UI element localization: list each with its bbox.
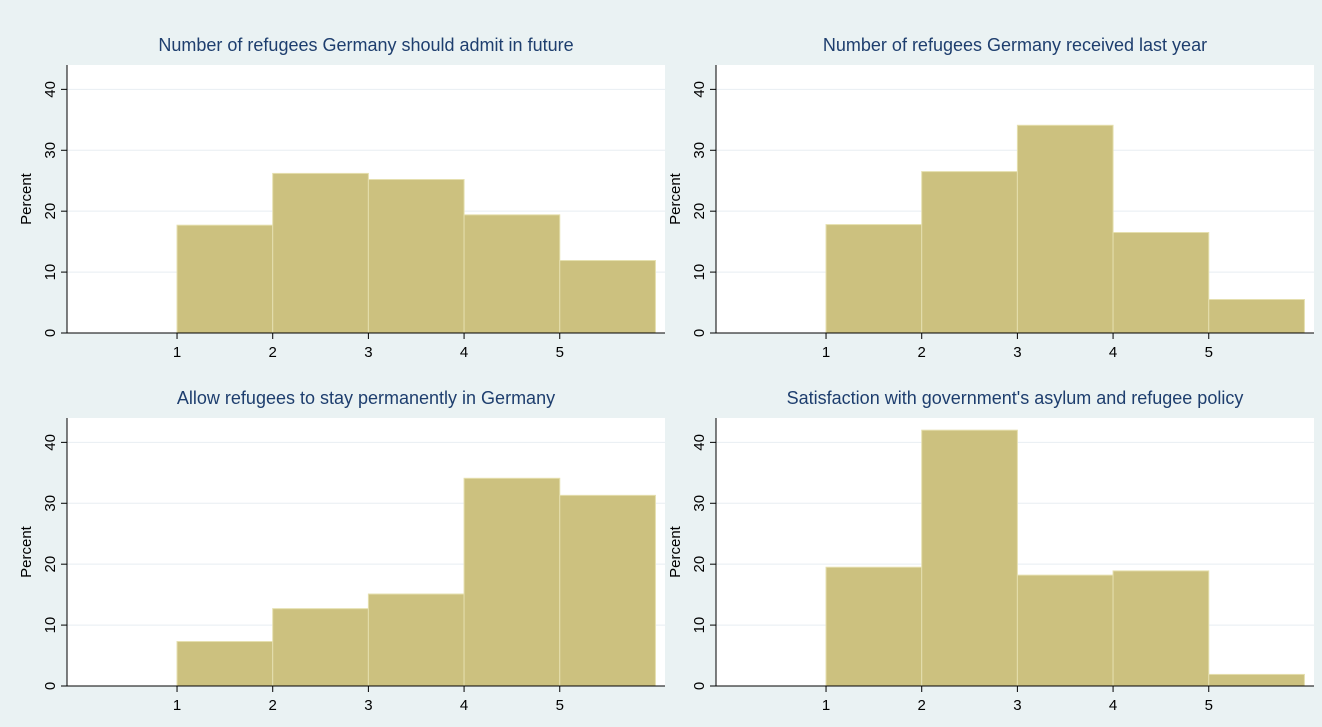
y-tick-label: 0 [691,682,708,690]
bar [1112,570,1210,687]
x-tick-label: 1 [173,344,181,361]
x-tick-label: 3 [364,697,372,714]
bar [921,429,1018,687]
bar [272,172,369,334]
chart-panel-2: 0 10 20 30 40 1 2 3 4 5 Percent Number of refugees … [667,35,1314,361]
chart-title: Allow refugees to stay permanently in Ge… [177,388,555,408]
y-tick-label: 20 [691,203,708,220]
y-tick-label: 20 [691,556,708,573]
x-tick-label: 5 [1205,697,1213,714]
x-tick-label: 2 [269,344,277,361]
bar [272,608,369,687]
bar [559,260,656,334]
x-tick-label: 5 [556,697,564,714]
bar [1112,232,1210,334]
bar [825,566,923,687]
bar [176,224,274,334]
y-tick-label: 40 [691,434,708,451]
y-tick-label: 0 [42,682,59,690]
x-tick-label: 4 [460,344,468,361]
bar [1016,574,1114,687]
x-tick-label: 1 [173,697,181,714]
y-tick-label: 10 [42,264,59,281]
y-tick-label: 0 [42,329,59,337]
bar [463,214,561,334]
bar [367,593,465,687]
x-tick-label: 3 [364,344,372,361]
y-tick-label: 30 [42,495,59,512]
y-tick-label: 10 [42,617,59,634]
y-tick-label: 40 [691,81,708,98]
x-tick-label: 3 [1013,344,1021,361]
y-tick-label: 0 [691,329,708,337]
y-axis-label: Percent [667,525,684,578]
chart-panel-3: 0 10 20 30 40 1 2 3 4 5 Percent Allow refugees to s… [18,388,665,714]
bar [825,224,923,334]
y-tick-label: 20 [42,556,59,573]
bar [1016,124,1114,334]
x-tick-label: 1 [822,344,830,361]
chart-panel-4: 0 10 20 30 40 1 2 3 4 5 Percent Satisfaction with g… [667,388,1314,714]
y-axis-label: Percent [18,525,35,578]
bar [367,179,465,334]
bar [559,494,656,687]
bar [463,477,561,687]
x-tick-label: 4 [1109,344,1117,361]
x-tick-label: 2 [269,697,277,714]
y-tick-label: 10 [691,264,708,281]
bar [921,171,1018,334]
x-tick-label: 5 [556,344,564,361]
x-tick-label: 4 [460,697,468,714]
y-axis-label: Percent [667,172,684,225]
y-tick-label: 30 [42,142,59,159]
x-tick-label: 2 [918,344,926,361]
x-tick-label: 3 [1013,697,1021,714]
x-tick-label: 2 [918,697,926,714]
y-axis-label: Percent [18,172,35,225]
x-tick-label: 5 [1205,344,1213,361]
y-tick-label: 40 [42,81,59,98]
x-tick-label: 1 [822,697,830,714]
y-tick-label: 10 [691,617,708,634]
chart-title: Satisfaction with government's asylum an… [787,388,1244,408]
bar [176,641,274,687]
x-tick-label: 4 [1109,697,1117,714]
bar [1208,673,1305,687]
y-tick-label: 20 [42,203,59,220]
chart-title: Number of refugees Germany should admit … [158,35,573,55]
y-tick-label: 30 [691,142,708,159]
chart-title: Number of refugees Germany received last… [823,35,1207,55]
bar [1208,299,1305,334]
y-tick-label: 40 [42,434,59,451]
chart-panel-1: 0 10 20 30 40 1 2 3 4 5 Percent Number of refugees … [18,35,665,361]
y-tick-label: 30 [691,495,708,512]
